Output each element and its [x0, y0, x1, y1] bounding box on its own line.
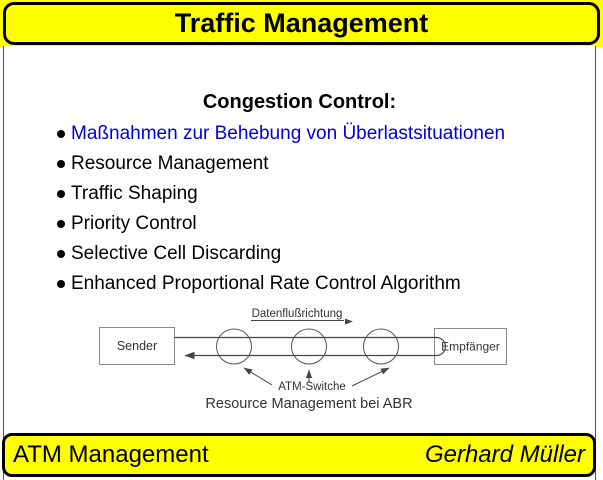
bullet-icon: [57, 160, 65, 168]
sender-box: [99, 327, 175, 365]
switch-pointer-left: [243, 367, 273, 386]
bullet-text: Selective Cell Discarding: [71, 243, 282, 264]
bullet-list: Maßnahmen zur Behebung von Überlastsitua…: [57, 119, 585, 299]
bullet-text: Traffic Shaping: [71, 183, 198, 204]
sender-label: Sender: [117, 339, 157, 353]
bullet-text: Priority Control: [71, 213, 197, 234]
bullet-text: Enhanced Proportional Rate Control Algor…: [71, 273, 461, 294]
diagram-caption: Resource Management bei ABR: [205, 396, 412, 412]
atm-switch-node: [363, 328, 399, 365]
bullet-icon: [57, 250, 65, 258]
bullet-icon: [57, 130, 65, 138]
cell-flow-path: [174, 336, 447, 360]
list-item: Priority Control: [57, 209, 585, 239]
bullet-text: Maßnahmen zur Behebung von Überlastsitua…: [71, 123, 506, 144]
list-item: Traffic Shaping: [57, 179, 585, 209]
header-frame: Traffic Management: [3, 2, 600, 45]
receiver-label: Empfänger: [441, 340, 500, 354]
abr-diagram: Datenflußrichtung Sender Empfänger ATM-S…: [86, 300, 520, 421]
header-banner: Traffic Management: [0, 0, 603, 47]
footer-bar: ATM Management Gerhard Müller: [2, 433, 596, 477]
flow-direction-label: Datenflußrichtung: [252, 308, 343, 320]
slide-body: Congestion Control: Maßnahmen zur Behebu…: [3, 46, 596, 480]
list-item: Selective Cell Discarding: [57, 239, 585, 269]
bullet-icon: [57, 280, 65, 288]
list-item: Enhanced Proportional Rate Control Algor…: [57, 269, 585, 299]
page-title: Traffic Management: [174, 8, 429, 38]
atm-switch-node: [216, 328, 252, 365]
section-heading: Congestion Control:: [202, 91, 397, 113]
flow-direction-arrow-icon: [345, 318, 353, 325]
receiver-box: [434, 328, 507, 365]
atm-switches-label: ATM-Switche: [278, 381, 346, 393]
bullet-icon: [57, 220, 65, 228]
footer-course-title: ATM Management: [13, 441, 209, 468]
list-item: Maßnahmen zur Behebung von Überlastsitua…: [57, 119, 585, 149]
atm-switch-node: [291, 328, 327, 365]
bullet-icon: [57, 190, 65, 198]
footer-author: Gerhard Müller: [424, 441, 585, 468]
abr-diagram-canvas: Datenflußrichtung Sender Empfänger ATM-S…: [99, 308, 507, 412]
bullet-text: Resource Management: [71, 153, 269, 174]
list-item: Resource Management: [57, 149, 585, 179]
switch-pointer-right: [351, 367, 390, 387]
